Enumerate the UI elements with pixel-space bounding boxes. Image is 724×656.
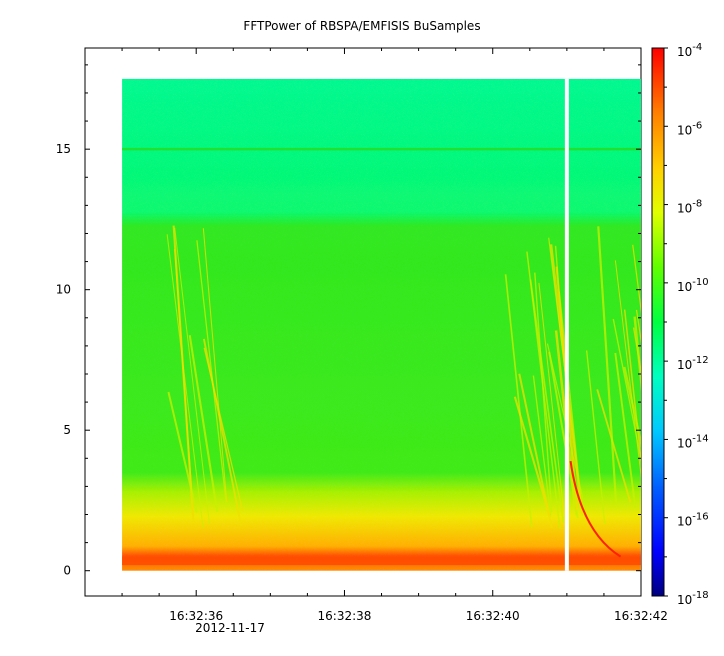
chart-title: FFTPower of RBSPA/EMFISIS BuSamples bbox=[243, 19, 480, 33]
y-tick-label: 10 bbox=[56, 283, 71, 297]
x-tick-label: 16:32:40 bbox=[466, 609, 520, 623]
chorus-streak bbox=[597, 226, 618, 503]
chorus-streak bbox=[596, 389, 632, 503]
chorus-streak bbox=[526, 251, 561, 529]
spectrogram-image bbox=[122, 78, 641, 571]
colorbar bbox=[651, 47, 665, 597]
chorus-streak bbox=[614, 260, 641, 480]
colorbar-tick-label: 10-4 bbox=[677, 42, 702, 59]
chorus-streak bbox=[174, 227, 211, 525]
colorbar-tick-label: 10-18 bbox=[677, 590, 709, 607]
y-tick-label: 5 bbox=[63, 423, 71, 437]
chorus-streak bbox=[538, 282, 566, 527]
chorus-streak bbox=[513, 396, 551, 517]
y-axis: 0 5 10 15 bbox=[56, 64, 641, 578]
x-tick-label: 16:32:38 bbox=[318, 609, 372, 623]
data-gap bbox=[564, 78, 569, 571]
x-date-label: 2012-11-17 bbox=[195, 621, 265, 635]
chorus-streak bbox=[529, 279, 565, 523]
chorus-streak bbox=[532, 375, 552, 517]
x-axis: 16:32:36 16:32:38 16:32:40 16:32:42 bbox=[84, 48, 668, 623]
colorbar-axis: 10-4 10-6 10-8 10-10 10-12 10-14 10-16 10-18 bbox=[664, 42, 709, 607]
chorus-streak bbox=[166, 234, 204, 528]
falling-tone-curve bbox=[569, 460, 622, 558]
colorbar-tick-label: 10-14 bbox=[677, 433, 709, 450]
chorus-streak bbox=[548, 351, 579, 519]
chorus-streak bbox=[188, 335, 219, 512]
chorus-streak bbox=[614, 352, 637, 509]
y-tick-label: 0 bbox=[63, 564, 71, 578]
chorus-streak bbox=[202, 338, 243, 526]
chorus-streak bbox=[167, 391, 198, 513]
chorus-streak bbox=[504, 274, 533, 528]
chorus-streak bbox=[172, 225, 195, 520]
x-tick-label: 16:32:36 bbox=[169, 609, 223, 623]
chorus-streak bbox=[612, 318, 641, 464]
x-tick-label: 16:32:42 bbox=[614, 609, 668, 623]
chorus-streak bbox=[623, 309, 641, 467]
y-tick-label: 15 bbox=[56, 142, 71, 156]
chorus-streak bbox=[518, 373, 553, 529]
chorus-streak bbox=[585, 350, 606, 525]
colorbar-tick-label: 10-16 bbox=[677, 512, 709, 529]
colorbar-tick-label: 10-8 bbox=[677, 199, 702, 216]
colorbar-tick-label: 10-6 bbox=[677, 120, 702, 137]
strong-low-band bbox=[122, 556, 641, 566]
chorus-streak bbox=[623, 366, 641, 449]
colorbar-tick-label: 10-10 bbox=[677, 277, 709, 294]
colorbar-tick-label: 10-12 bbox=[677, 355, 709, 372]
chorus-streak bbox=[202, 228, 228, 502]
chorus-streak bbox=[633, 316, 641, 392]
